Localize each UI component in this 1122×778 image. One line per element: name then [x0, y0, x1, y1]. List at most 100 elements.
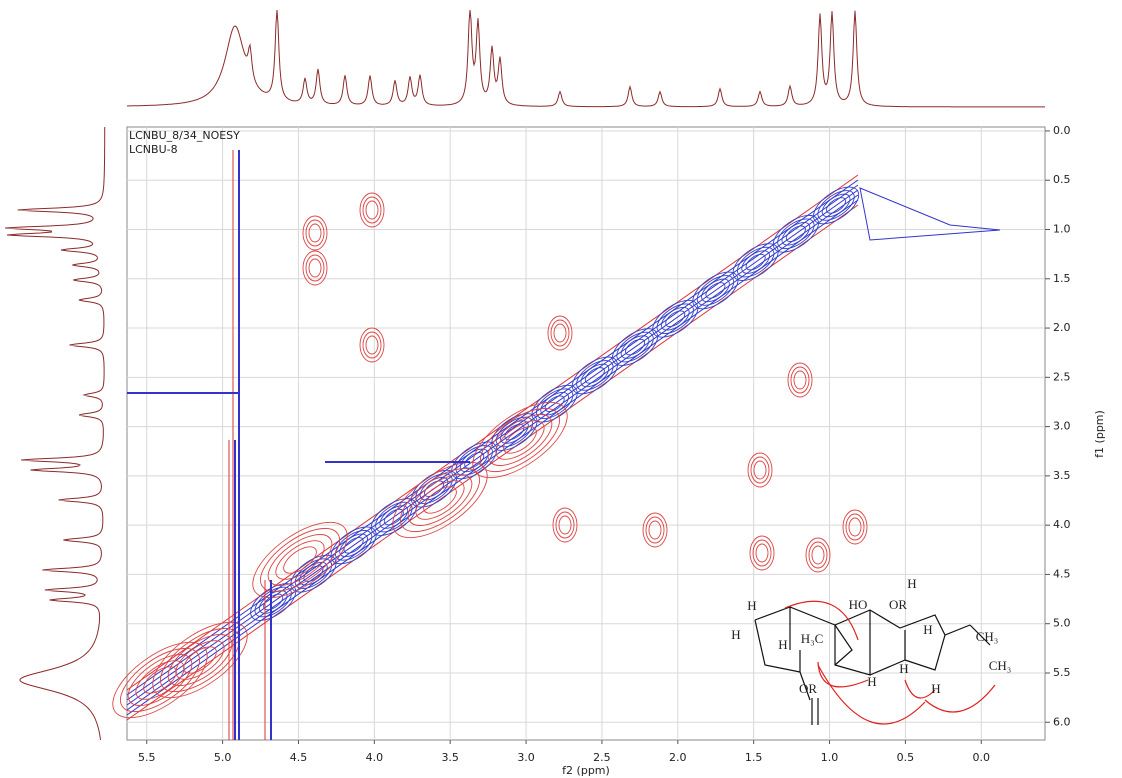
- contour: [732, 243, 779, 281]
- contours: [112, 150, 1001, 740]
- y-tick-label: 5.0: [1053, 617, 1071, 630]
- y-tick-label: 3.5: [1053, 469, 1071, 482]
- contour: [625, 338, 646, 356]
- contour: [750, 456, 770, 484]
- y-tick-label: 0.0: [1053, 124, 1071, 137]
- contour: [808, 541, 828, 569]
- contour: [303, 565, 324, 582]
- contour: [535, 388, 574, 420]
- contour: [258, 590, 288, 614]
- atom-label: H: [899, 661, 908, 676]
- x-tick-label: 1.0: [821, 751, 839, 764]
- contour: [127, 654, 193, 706]
- contour: [845, 513, 865, 541]
- y-tick-label: 6.0: [1053, 715, 1071, 728]
- bond: [754, 606, 991, 701]
- contour: [842, 509, 868, 545]
- contour: [495, 420, 545, 460]
- contour: [160, 627, 240, 693]
- contour: [584, 367, 605, 384]
- contour: [745, 253, 766, 271]
- contour: [379, 505, 409, 529]
- contour: [550, 319, 570, 347]
- atom-label: H: [778, 637, 787, 652]
- x-tick-label: 4.5: [290, 751, 308, 764]
- contour: [576, 360, 614, 391]
- contour: [126, 204, 859, 721]
- contour: [308, 223, 322, 243]
- atom-label: OR: [889, 597, 907, 612]
- x-axis-label: f2 (ppm): [562, 764, 610, 777]
- contour: [167, 634, 233, 686]
- contour: [294, 558, 333, 589]
- contour: [741, 250, 770, 274]
- atom-label: H: [923, 622, 932, 637]
- contour: [652, 299, 699, 338]
- contour: [365, 200, 379, 220]
- contour: [267, 534, 333, 586]
- arrow: [784, 600, 859, 641]
- contour: [558, 515, 572, 535]
- contour: [811, 545, 825, 565]
- y-axis-label: f1 (ppm): [1093, 410, 1106, 458]
- contour: [120, 647, 200, 713]
- noe-arrows: [784, 600, 996, 725]
- contour: [552, 507, 578, 543]
- contour: [504, 423, 525, 441]
- contour: [772, 214, 819, 253]
- contour: [407, 474, 473, 526]
- contour: [553, 323, 567, 343]
- annotation: LCNBU-8: [129, 143, 178, 156]
- contour: [642, 512, 668, 548]
- contour: [805, 537, 831, 573]
- structure: [754, 606, 991, 725]
- atom-label: OR: [799, 681, 817, 696]
- y-tick-label: 5.5: [1053, 666, 1071, 679]
- contour: [701, 278, 730, 303]
- contour: [365, 335, 379, 355]
- atom-label: H₃C: [801, 631, 824, 646]
- contour: [480, 407, 560, 473]
- x-tick-label: 0.5: [897, 751, 915, 764]
- contour: [275, 540, 325, 580]
- contour: [787, 362, 813, 398]
- contour: [648, 520, 662, 540]
- contour: [459, 448, 489, 473]
- contour: [343, 537, 364, 554]
- contour: [487, 414, 553, 466]
- contour: [254, 586, 292, 618]
- contour: [813, 186, 860, 225]
- arrow: [904, 679, 936, 699]
- bond: [811, 698, 819, 725]
- contour: [330, 526, 377, 565]
- contour: [290, 554, 337, 593]
- contour: [302, 215, 328, 251]
- contour: [455, 445, 493, 476]
- contour: [547, 315, 573, 351]
- contour: [503, 426, 537, 454]
- contour: [423, 486, 457, 514]
- contour: [143, 666, 177, 694]
- contour: [283, 546, 317, 574]
- contour: [126, 189, 859, 706]
- contour: [175, 640, 225, 680]
- contour: [252, 521, 348, 599]
- atom-label: H: [931, 681, 940, 696]
- contour: [580, 363, 610, 388]
- x-tick-label: 2.0: [669, 751, 687, 764]
- x-tick-label: 3.0: [517, 751, 535, 764]
- contour: [305, 219, 325, 247]
- contour: [400, 467, 480, 533]
- atom-label: CH₃: [989, 658, 1012, 673]
- y-tick-label: 2.5: [1053, 370, 1071, 383]
- contour: [375, 501, 413, 533]
- contour: [785, 225, 806, 242]
- x-tick-label: 3.5: [441, 751, 459, 764]
- atom-label: H: [867, 674, 876, 689]
- contour: [392, 461, 488, 539]
- x-tick-label: 5.0: [214, 751, 232, 764]
- annotation: LCNBU_8/34_NOESY: [129, 129, 240, 142]
- f2-projection: [126, 9, 1045, 108]
- contour: [500, 420, 529, 444]
